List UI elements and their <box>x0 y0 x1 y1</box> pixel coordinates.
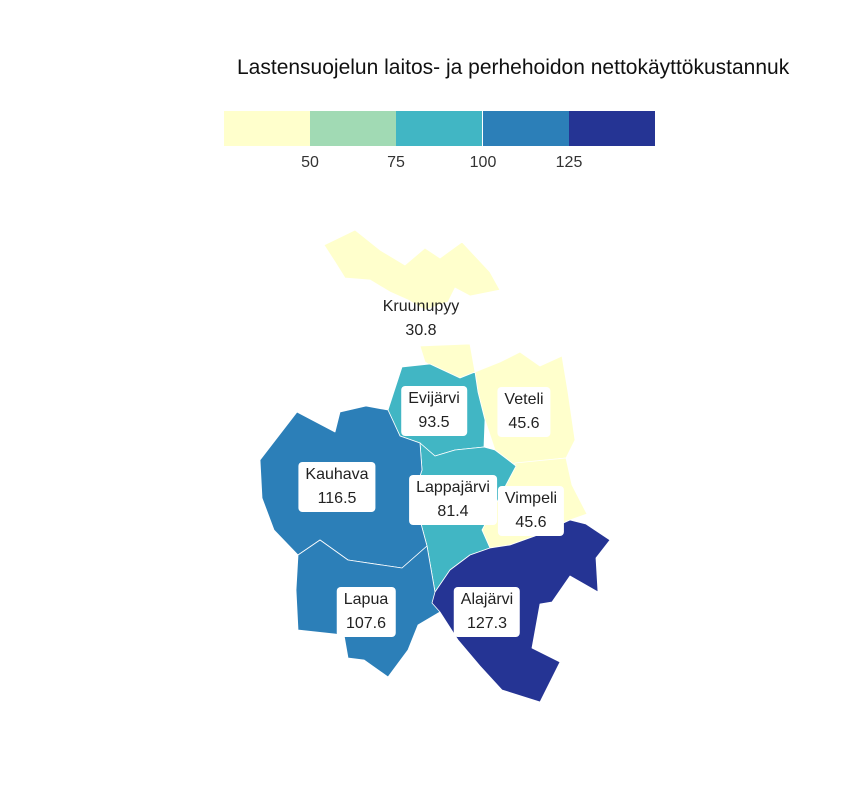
label-kauhava-value: 116.5 <box>317 490 357 507</box>
label-vimpeli-value: 45.6 <box>515 514 547 531</box>
label-kauhava: Kauhava 116.5 <box>298 462 376 512</box>
legend-tick-100: 100 <box>469 154 497 171</box>
label-evijarvi-name: Evijärvi <box>408 390 460 407</box>
label-vimpeli-name: Vimpeli <box>504 490 558 507</box>
legend-tick-125: 125 <box>555 154 583 171</box>
label-kruunupyy-value: 30.8 <box>405 322 437 339</box>
region-alajarvi[interactable] <box>431 519 611 703</box>
legend-tick-75: 75 <box>387 154 405 171</box>
label-evijarvi-value: 93.5 <box>418 414 450 431</box>
region-kruunupyy[interactable] <box>323 229 501 311</box>
legend-swatch-5 <box>569 111 655 146</box>
label-veteli-value: 45.6 <box>508 415 540 432</box>
label-evijarvi: Evijärvi 93.5 <box>401 386 467 436</box>
label-veteli-name: Veteli <box>504 391 544 408</box>
label-veteli: Veteli 45.6 <box>497 387 551 437</box>
legend-swatch-3 <box>396 111 482 146</box>
label-lappajarvi: Lappajärvi 81.4 <box>409 475 497 525</box>
label-alajarvi-name: Alajärvi <box>460 591 514 608</box>
label-kauhava-name: Kauhava <box>305 466 369 483</box>
label-alajarvi-value: 127.3 <box>466 615 508 632</box>
legend-tick-50: 50 <box>301 154 319 171</box>
map-title: Lastensuojelun laitos- ja perhehoidon ne… <box>237 56 790 79</box>
label-lapua: Lapua 107.6 <box>336 587 396 637</box>
label-lappajarvi-value: 81.4 <box>437 503 469 520</box>
label-kruunupyy-name: Kruunupyy <box>382 298 460 315</box>
label-lapua-value: 107.6 <box>345 615 387 632</box>
label-alajarvi: Alajärvi 127.3 <box>453 587 521 637</box>
label-vimpeli: Vimpeli 45.6 <box>497 486 565 536</box>
label-lapua-name: Lapua <box>343 591 389 608</box>
label-lappajarvi-name: Lappajärvi <box>416 479 490 496</box>
legend-swatch-2 <box>310 111 396 146</box>
label-kruunupyy: Kruunupyy 30.8 <box>376 294 467 344</box>
legend-swatch-1 <box>224 111 310 146</box>
legend-swatch-4 <box>483 111 569 146</box>
